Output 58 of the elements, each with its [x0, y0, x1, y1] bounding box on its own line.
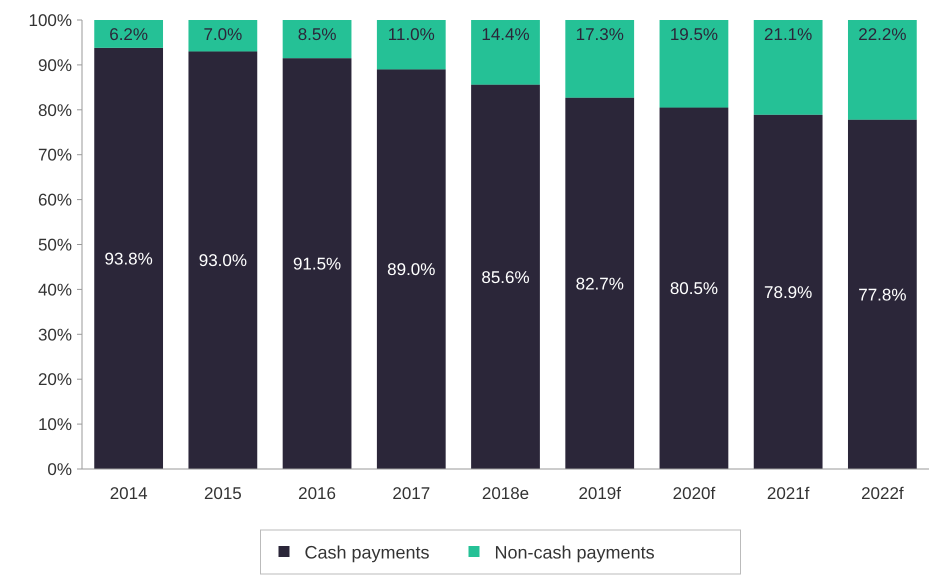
- data-label: 78.9%: [764, 282, 812, 302]
- bar: [754, 20, 823, 115]
- bar: [376, 20, 446, 70]
- x-tick-label: 2018e: [482, 484, 530, 503]
- data-label: 8.5%: [298, 24, 336, 44]
- data-label: 93.8%: [104, 249, 153, 268]
- data-label: 77.8%: [858, 285, 906, 304]
- data-label: 7.0%: [203, 24, 242, 44]
- y-tick-label: 50%: [38, 235, 72, 254]
- bar: [565, 98, 634, 469]
- data-label: 80.5%: [670, 279, 718, 298]
- y-tick-label: 0%: [47, 460, 72, 479]
- y-tick-label: 40%: [38, 280, 72, 300]
- bar: [565, 20, 634, 98]
- data-label: 21.1%: [764, 24, 812, 44]
- data-label: 19.5%: [670, 24, 718, 44]
- data-label: 11.0%: [388, 24, 435, 44]
- x-tick-label: 2020f: [672, 484, 716, 503]
- y-tick-label: 100%: [28, 10, 72, 30]
- y-tick-label: 10%: [38, 415, 72, 434]
- x-tick-label: 2016: [298, 484, 336, 503]
- y-tick-label: 60%: [38, 190, 72, 210]
- bar: [471, 84, 540, 469]
- bar: [848, 120, 917, 469]
- bar: [94, 20, 164, 48]
- legend-label: Non-cash payments: [494, 542, 655, 562]
- bar: [660, 108, 728, 469]
- x-tick-label: 2015: [204, 484, 242, 503]
- data-label: 93.0%: [198, 251, 247, 270]
- data-label: 82.7%: [576, 274, 624, 294]
- data-label: 22.2%: [858, 24, 906, 44]
- bar: [282, 20, 352, 58]
- data-label: 91.5%: [292, 254, 342, 274]
- data-label: 6.2%: [109, 24, 148, 44]
- bar: [660, 20, 728, 108]
- data-label: 14.4%: [481, 24, 530, 44]
- x-tick-label: 2019f: [578, 484, 622, 503]
- bar: [188, 20, 258, 52]
- bar: [376, 69, 446, 469]
- bar: [94, 48, 164, 469]
- bar: [754, 114, 823, 469]
- x-tick-label: 2017: [392, 484, 430, 503]
- bar: [188, 51, 258, 469]
- data-label: 17.3%: [576, 24, 624, 44]
- bar: [471, 20, 540, 85]
- y-tick-label: 90%: [38, 56, 72, 75]
- bar: [282, 58, 352, 469]
- y-tick-label: 80%: [38, 100, 72, 120]
- bar: [848, 20, 917, 120]
- data-label: 89.0%: [387, 260, 436, 280]
- y-tick-label: 20%: [38, 370, 72, 390]
- x-tick-label: 2022f: [861, 484, 904, 503]
- x-tick-label: 2021f: [766, 484, 810, 503]
- legend-label: Cash payments: [304, 542, 430, 562]
- data-label: 85.6%: [481, 268, 530, 287]
- y-tick-label: 70%: [38, 146, 72, 165]
- y-tick-label: 30%: [38, 325, 72, 344]
- x-tick-label: 2014: [110, 484, 148, 503]
